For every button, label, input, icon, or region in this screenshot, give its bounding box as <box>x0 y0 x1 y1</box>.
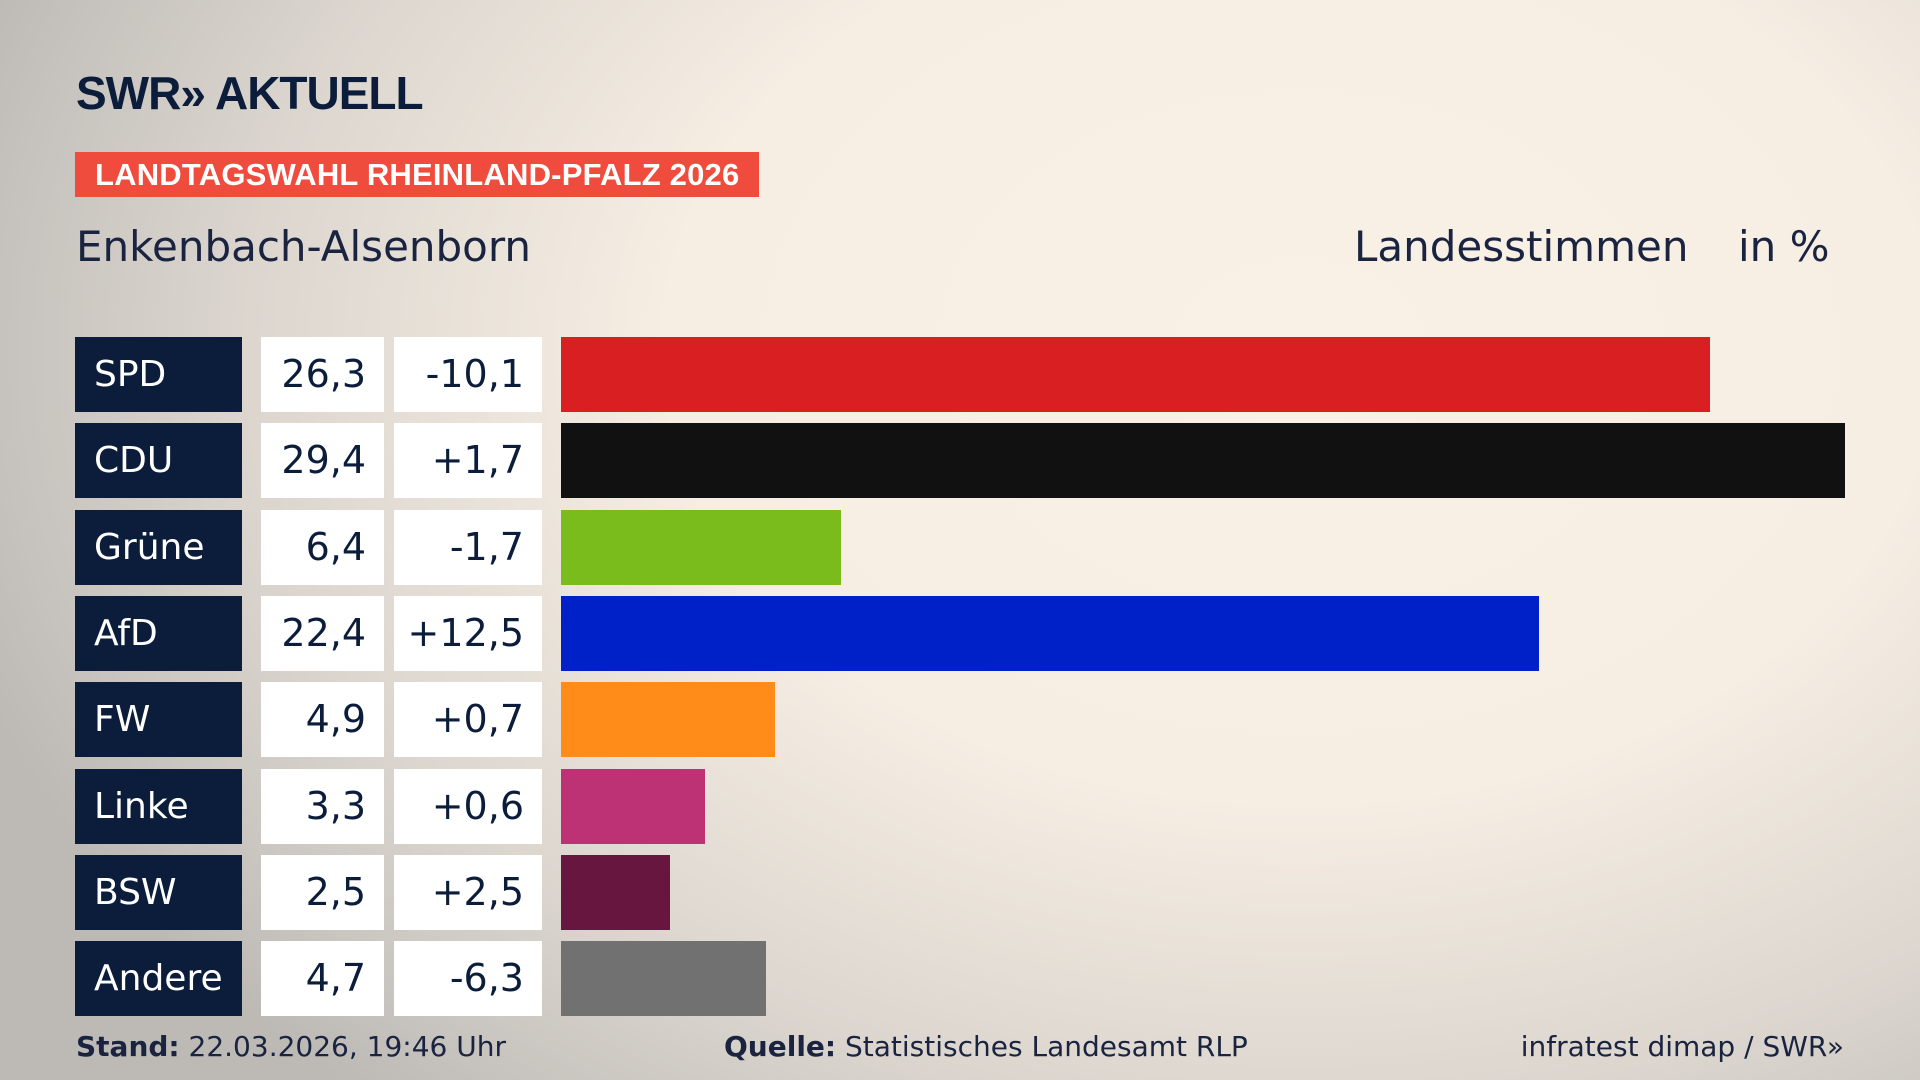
bar-cdu <box>561 423 1845 499</box>
diff-label: -10,1 <box>394 337 542 412</box>
party-label: SPD <box>75 337 242 412</box>
diff-label: -6,3 <box>394 941 542 1017</box>
result-row: FW 4,9 +0,7 <box>75 682 1875 758</box>
diff-label: +0,7 <box>394 682 542 758</box>
result-row: Grüne 6,4 -1,7 <box>75 509 1875 585</box>
party-label: FW <box>75 682 242 758</box>
result-row: AfD 22,4 +12,5 <box>75 595 1875 671</box>
bar-bsw <box>561 854 671 930</box>
value-label: 4,9 <box>261 682 384 758</box>
value-label: 22,4 <box>261 595 384 671</box>
result-row: Linke 3,3 +0,6 <box>75 768 1875 844</box>
value-label: 6,4 <box>261 509 384 585</box>
bar-grüne <box>561 509 841 585</box>
diff-label: +1,7 <box>394 423 542 499</box>
party-label: Grüne <box>75 509 242 585</box>
source: Quelle: Statistisches Landesamt RLP <box>724 1030 1248 1063</box>
value-label: 3,3 <box>261 768 384 844</box>
diff-label: +12,5 <box>394 595 542 671</box>
bar-fw <box>561 682 775 758</box>
bar-linke <box>561 768 706 844</box>
result-row: BSW 2,5 +2,5 <box>75 854 1875 930</box>
value-label: 2,5 <box>261 854 384 930</box>
diff-label: +2,5 <box>394 854 542 930</box>
stand-label: Stand: <box>76 1030 180 1063</box>
value-label: 26,3 <box>261 337 384 412</box>
bar-andere <box>561 941 767 1017</box>
value-label: 4,7 <box>261 941 384 1017</box>
party-label: Andere <box>75 941 242 1017</box>
stand-value: 22.03.2026, 19:46 Uhr <box>188 1030 506 1063</box>
metric-label: Landesstimmen <box>1354 222 1689 271</box>
bar-afd <box>561 595 1540 671</box>
party-label: CDU <box>75 423 242 499</box>
bar-spd <box>561 337 1710 412</box>
party-label: Linke <box>75 768 242 844</box>
result-row: CDU 29,4 +1,7 <box>75 423 1875 499</box>
result-row: Andere 4,7 -6,3 <box>75 941 1875 1017</box>
value-label: 29,4 <box>261 423 384 499</box>
source-label: Quelle: <box>724 1030 837 1063</box>
swr-aktuell-logo: SWR» AKTUELL <box>76 67 424 119</box>
party-label: BSW <box>75 854 242 930</box>
diff-label: +0,6 <box>394 768 542 844</box>
source-value: Statistisches Landesamt RLP <box>845 1030 1248 1063</box>
credit: infratest dimap / SWR» <box>1520 1030 1844 1063</box>
result-row: SPD 26,3 -10,1 <box>75 337 1875 412</box>
region-title: Enkenbach-Alsenborn <box>76 222 532 271</box>
election-banner: LANDTAGSWAHL RHEINLAND-PFALZ 2026 <box>75 152 760 197</box>
timestamp: Stand: 22.03.2026, 19:46 Uhr <box>76 1030 506 1063</box>
party-label: AfD <box>75 595 242 671</box>
unit-label: in % <box>1738 222 1830 271</box>
diff-label: -1,7 <box>394 509 542 585</box>
